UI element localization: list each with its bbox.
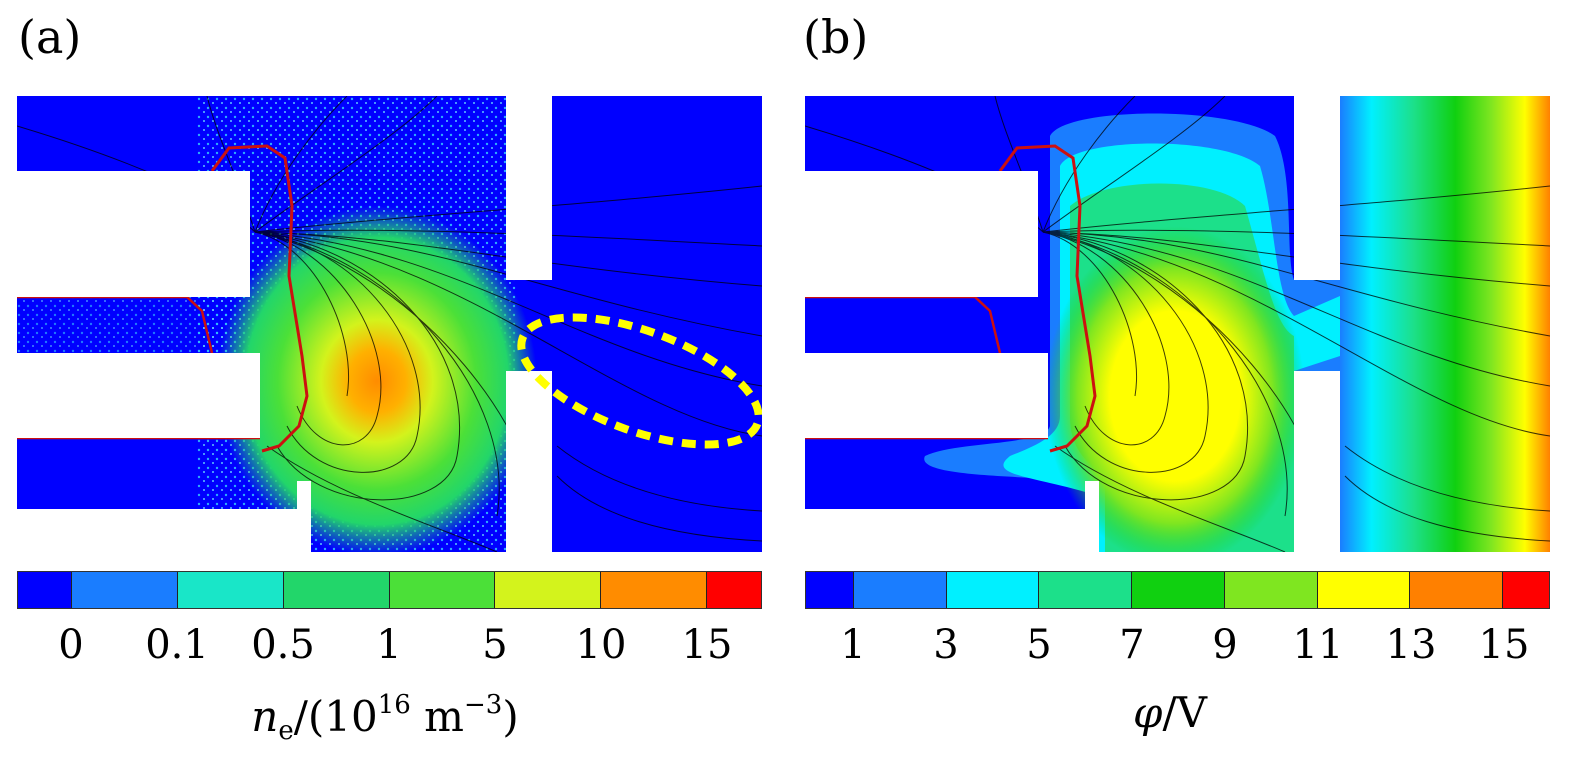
- colorbar-a-tick: 5: [482, 622, 508, 668]
- colorbar-segment: [18, 572, 72, 608]
- colorbar-b-quantity-label: φ/V: [1133, 692, 1207, 734]
- colorbar-a-tick: 15: [681, 622, 733, 668]
- unit-mid: m: [410, 692, 464, 741]
- colorbar-segment: [946, 572, 1040, 608]
- colorbar-a-tick: 0: [58, 622, 84, 668]
- unit: /V: [1162, 688, 1207, 737]
- colorbar-a-tick: 10: [575, 622, 627, 668]
- unit-exponent-2: −3: [464, 690, 503, 720]
- potential-gradient-right: [1340, 96, 1550, 552]
- colorbar-segment: [177, 572, 284, 608]
- highlight-ellipse: [517, 313, 762, 449]
- colorbar-segment: [601, 572, 708, 608]
- colorbar-b: [805, 571, 1550, 609]
- unit-exponent: 16: [377, 690, 411, 720]
- colorbar-b-tick: 7: [1119, 622, 1145, 668]
- unit-open: /(10: [293, 692, 378, 741]
- density-plume: [217, 206, 537, 552]
- electron-density-map: [17, 96, 762, 552]
- colorbar-segment: [1132, 572, 1225, 608]
- potential-map: [805, 96, 1550, 552]
- quantity-symbol: n: [251, 692, 279, 741]
- colorbar-segment: [707, 572, 761, 608]
- red-boundary-upper: [210, 144, 309, 453]
- colorbar-b-tick: 9: [1212, 622, 1238, 668]
- colorbar-segment: [495, 572, 602, 608]
- colorbar-segment: [1039, 572, 1133, 608]
- colorbar-b-tick: 13: [1385, 622, 1437, 668]
- colorbar-b-tick: 5: [1026, 622, 1052, 668]
- potential-plume: [1045, 226, 1305, 552]
- colorbar-segment: [283, 572, 390, 608]
- colorbar-a-tick: 0.1: [145, 622, 209, 668]
- panel-a-label: (a): [18, 10, 82, 64]
- colorbar-b-tick: 1: [840, 622, 866, 668]
- colorbar-b-tick: 15: [1478, 622, 1530, 668]
- quantity-symbol: φ: [1133, 688, 1163, 737]
- red-boundary-channel: [17, 295, 214, 354]
- red-boundary-channel: [805, 295, 1002, 354]
- colorbar-segment: [71, 572, 178, 608]
- colorbar-a-tick: 1: [376, 622, 402, 668]
- colorbar-segment: [1410, 572, 1504, 608]
- panel-b-label: (b): [803, 10, 869, 64]
- colorbar-segment: [806, 572, 854, 608]
- colorbar-a: [17, 571, 762, 609]
- colorbar-segment: [389, 572, 496, 608]
- colorbar-segment: [1224, 572, 1318, 608]
- particle-scatter-channel: [17, 296, 247, 356]
- colorbar-a-tick: 0.5: [251, 622, 315, 668]
- colorbar-segment: [1317, 572, 1411, 608]
- unit-close: ): [502, 692, 519, 741]
- quantity-subscript: e: [278, 716, 294, 746]
- field-streamlines: [17, 96, 762, 552]
- colorbar-b-tick: 11: [1292, 622, 1344, 668]
- colorbar-segment: [853, 572, 947, 608]
- colorbar-b-tick: 3: [933, 622, 959, 668]
- colorbar-a-quantity-label: ne/(1016 m−3): [251, 692, 518, 744]
- red-boundary-upper: [998, 144, 1097, 453]
- colorbar-segment: [1503, 572, 1549, 608]
